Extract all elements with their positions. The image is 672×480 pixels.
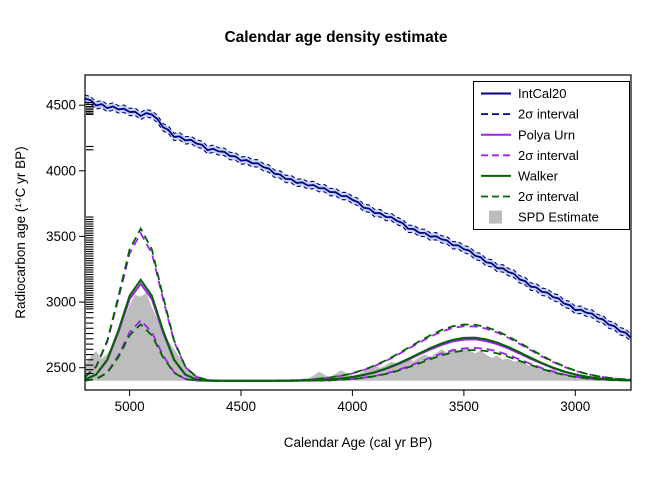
legend-item-polya-urn-2sigma: 2σ interval bbox=[481, 148, 579, 163]
walker-2sigma-lower bbox=[84, 323, 632, 382]
legend-item-polya-urn: Polya Urn bbox=[481, 127, 575, 142]
x-tick-label: 4500 bbox=[226, 399, 256, 414]
x-tick-label: 3500 bbox=[449, 399, 479, 414]
x-tick-label: 5000 bbox=[115, 399, 145, 414]
legend-item-walker-2sigma: 2σ interval bbox=[481, 189, 579, 204]
x-axis-label: Calendar Age (cal yr BP) bbox=[284, 435, 433, 450]
legend-label-polya-urn: Polya Urn bbox=[518, 127, 575, 142]
legend-box bbox=[473, 81, 630, 230]
legend-item-walker: Walker bbox=[481, 169, 559, 184]
legend-item-spd-estimate: SPD Estimate bbox=[489, 210, 599, 225]
y-tick-label: 3500 bbox=[46, 229, 76, 244]
plot-frame bbox=[84, 74, 632, 391]
polya_urn-2sigma-upper bbox=[84, 231, 632, 382]
x-tick-label: 3000 bbox=[560, 399, 590, 414]
legend-label-intcal20-2sigma: 2σ interval bbox=[518, 107, 579, 122]
legend-swatch-spd-estimate bbox=[489, 210, 502, 224]
walker-2sigma-upper bbox=[84, 226, 632, 382]
chart-title: Calendar age density estimate bbox=[224, 29, 447, 46]
legend-label-walker: Walker bbox=[518, 169, 559, 184]
x-tick-label: 4000 bbox=[337, 399, 367, 414]
legend-label-spd-estimate: SPD Estimate bbox=[518, 210, 599, 225]
intcal20-2sigma-upper bbox=[84, 94, 632, 335]
walker-mean-curve bbox=[84, 278, 632, 382]
intcal20-curve bbox=[84, 97, 632, 339]
legend-label-intcal20: IntCal20 bbox=[518, 86, 566, 101]
legend-label-walker-2sigma: 2σ interval bbox=[518, 189, 579, 204]
y-tick-label: 2500 bbox=[46, 360, 76, 375]
spd-estimate-area bbox=[85, 292, 631, 381]
y-tick-label: 4000 bbox=[46, 163, 76, 178]
legend-item-intcal20-2sigma: 2σ interval bbox=[481, 107, 579, 122]
intcal20-2sigma-lower bbox=[84, 101, 632, 342]
y-axis-label: Radiocarbon age (¹⁴C yr BP) bbox=[13, 146, 28, 318]
y-tick-label: 4500 bbox=[46, 98, 76, 113]
legend-item-intcal20: IntCal20 bbox=[481, 86, 566, 101]
legend-label-polya-urn-2sigma: 2σ interval bbox=[518, 148, 579, 163]
y-tick-label: 3000 bbox=[46, 295, 76, 310]
